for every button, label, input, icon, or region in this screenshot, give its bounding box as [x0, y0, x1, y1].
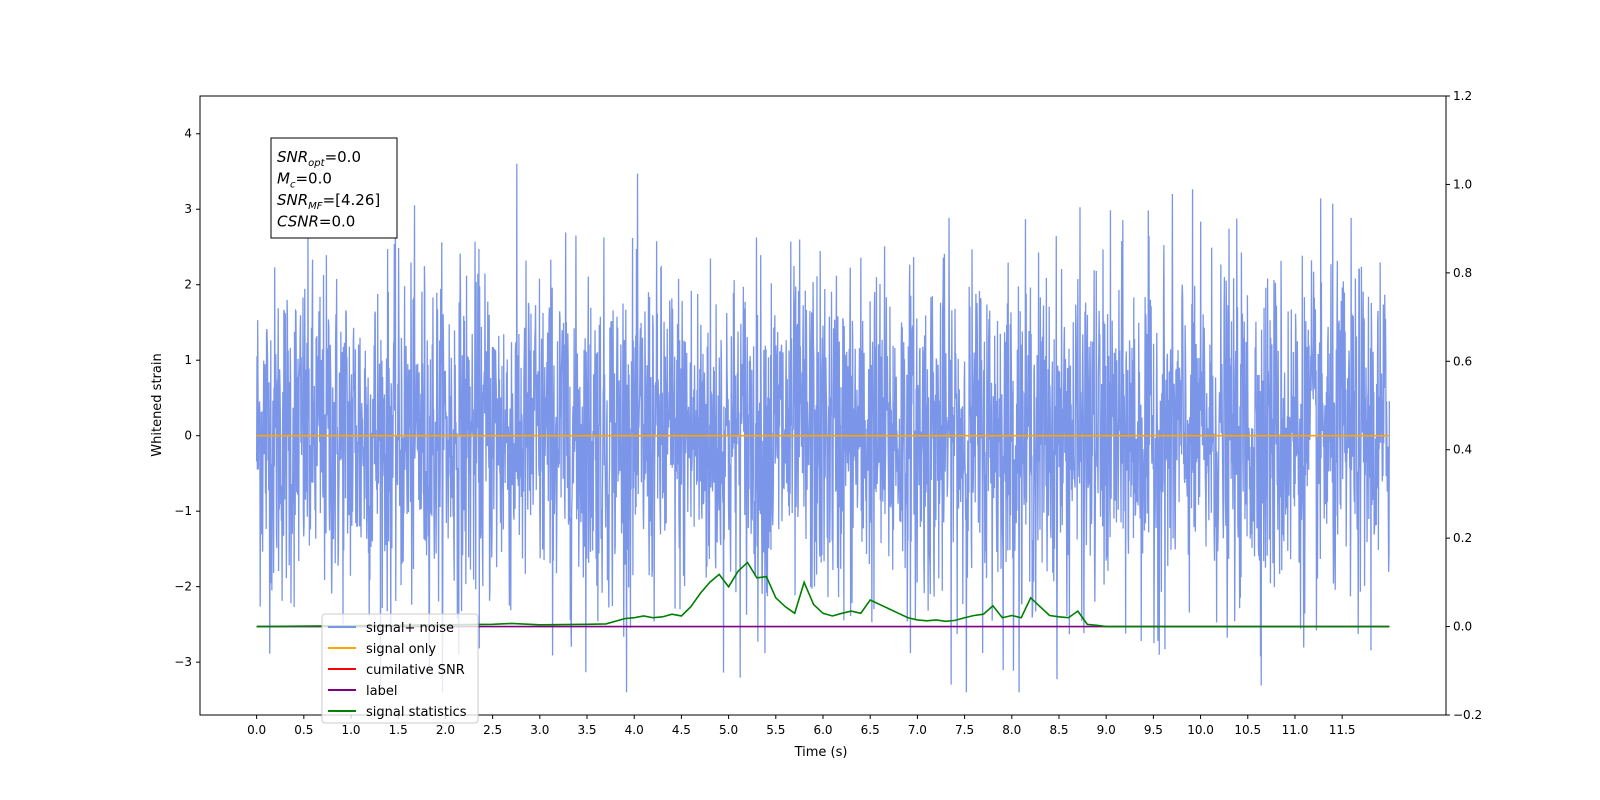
legend-label: signal statistics: [366, 705, 467, 720]
y-tick-label: −1: [174, 504, 192, 518]
x-tick-label: 6.0: [813, 723, 832, 737]
y-tick-label: 1: [184, 353, 192, 367]
y2-tick-label: 0.8: [1453, 266, 1472, 280]
x-axis: 0.0 0.5 1.0 1.5 2.0 2.5 3.0 3.5 4.0 4.5 5.0 5.5 6.0 6…: [247, 715, 1356, 737]
y-tick-label: −3: [174, 655, 192, 669]
x-axis-label: Time (s): [794, 745, 848, 760]
x-tick-label: 2.5: [483, 723, 502, 737]
legend-label: label: [366, 684, 397, 699]
x-tick-label: 7.0: [908, 723, 927, 737]
legend: signal+ noise signal only cumilative SNR la…: [321, 613, 479, 724]
y2-tick-label: 0.2: [1453, 531, 1472, 545]
y-axis-left: −3 −2 −1 0 1 2 3 4: [174, 127, 200, 669]
y-tick-label: 3: [184, 202, 192, 216]
annotation-line: CSNR=0.0: [277, 213, 355, 231]
series-signal-statistics: [256, 561, 1390, 628]
legend-frame: [321, 613, 479, 724]
x-tick-label: 1.5: [389, 723, 408, 737]
legend-label: signal only: [366, 642, 436, 657]
annotation-line: SNRMF=[4.26]: [277, 191, 380, 212]
x-tick-label: 8.5: [1049, 723, 1068, 737]
x-tick-label: 6.5: [861, 723, 880, 737]
y-tick-label: 2: [184, 278, 192, 292]
x-tick-label: 5.5: [766, 723, 785, 737]
y-axis-label: Whitened strain: [150, 353, 165, 456]
x-tick-label: 0.5: [294, 723, 313, 737]
x-tick-label: 10.5: [1234, 723, 1261, 737]
x-tick-label: 5.0: [719, 723, 738, 737]
x-tick-label: 9.5: [1144, 723, 1163, 737]
y2-tick-label: −0.2: [1453, 708, 1482, 722]
x-tick-label: 2.0: [436, 723, 455, 737]
x-tick-label: 4.0: [625, 723, 644, 737]
y2-tick-label: 0.6: [1453, 354, 1472, 368]
y2-tick-label: 1.0: [1453, 177, 1472, 191]
noise-series-layer: [255, 163, 1391, 693]
x-tick-label: 11.5: [1329, 723, 1356, 737]
y2-tick-label: 1.2: [1453, 89, 1472, 103]
legend-label: cumilative SNR: [366, 663, 465, 678]
x-tick-label: 3.0: [530, 723, 549, 737]
x-tick-label: 7.5: [955, 723, 974, 737]
x-tick-label: 8.0: [1002, 723, 1021, 737]
x-tick-label: 0.0: [247, 723, 266, 737]
x-tick-label: 10.0: [1187, 723, 1214, 737]
y2-tick-label: 0.0: [1453, 620, 1472, 634]
y-tick-label: −2: [174, 580, 192, 594]
x-tick-label: 4.5: [672, 723, 691, 737]
x-tick-label: 11.0: [1282, 723, 1309, 737]
legend-label: signal+ noise: [366, 621, 454, 636]
x-tick-label: 1.0: [341, 723, 360, 737]
annotation-frame: [270, 137, 398, 239]
x-tick-label: 9.0: [1097, 723, 1116, 737]
annotation-line: Mc=0.0: [277, 170, 332, 191]
y2-tick-label: 0.4: [1453, 443, 1472, 457]
y-tick-label: 4: [184, 127, 192, 141]
y-tick-label: 0: [184, 429, 192, 443]
y-axis-right: −0.2 0.0 0.2 0.4 0.6 0.8 1.0 1.2: [1446, 89, 1482, 722]
annotation-line: SNRopt=0.0: [277, 148, 361, 169]
series-signal-plus-noise: [255, 163, 1391, 693]
x-tick-label: 3.5: [577, 723, 596, 737]
